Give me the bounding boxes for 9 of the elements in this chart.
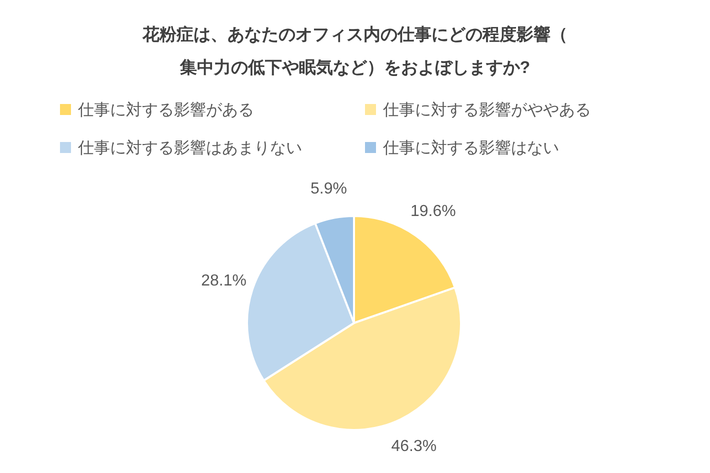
data-label: 5.9%: [310, 180, 347, 198]
chart-title: 花粉症は、あなたのオフィス内の仕事にどの程度影響（集中力の低下や眠気など）をおよぼしますか?: [142, 25, 568, 77]
legend-label: 仕事に対する影響はあまりない: [77, 139, 302, 157]
legend-label: 仕事に対する影響はない: [382, 139, 559, 157]
legend-label: 仕事に対する影響がややある: [382, 101, 591, 119]
legend-label: 仕事に対する影響がある: [77, 101, 254, 119]
data-label: 19.6%: [410, 203, 456, 220]
data-label: 28.1%: [201, 272, 246, 290]
data-label: 46.3%: [391, 438, 437, 456]
